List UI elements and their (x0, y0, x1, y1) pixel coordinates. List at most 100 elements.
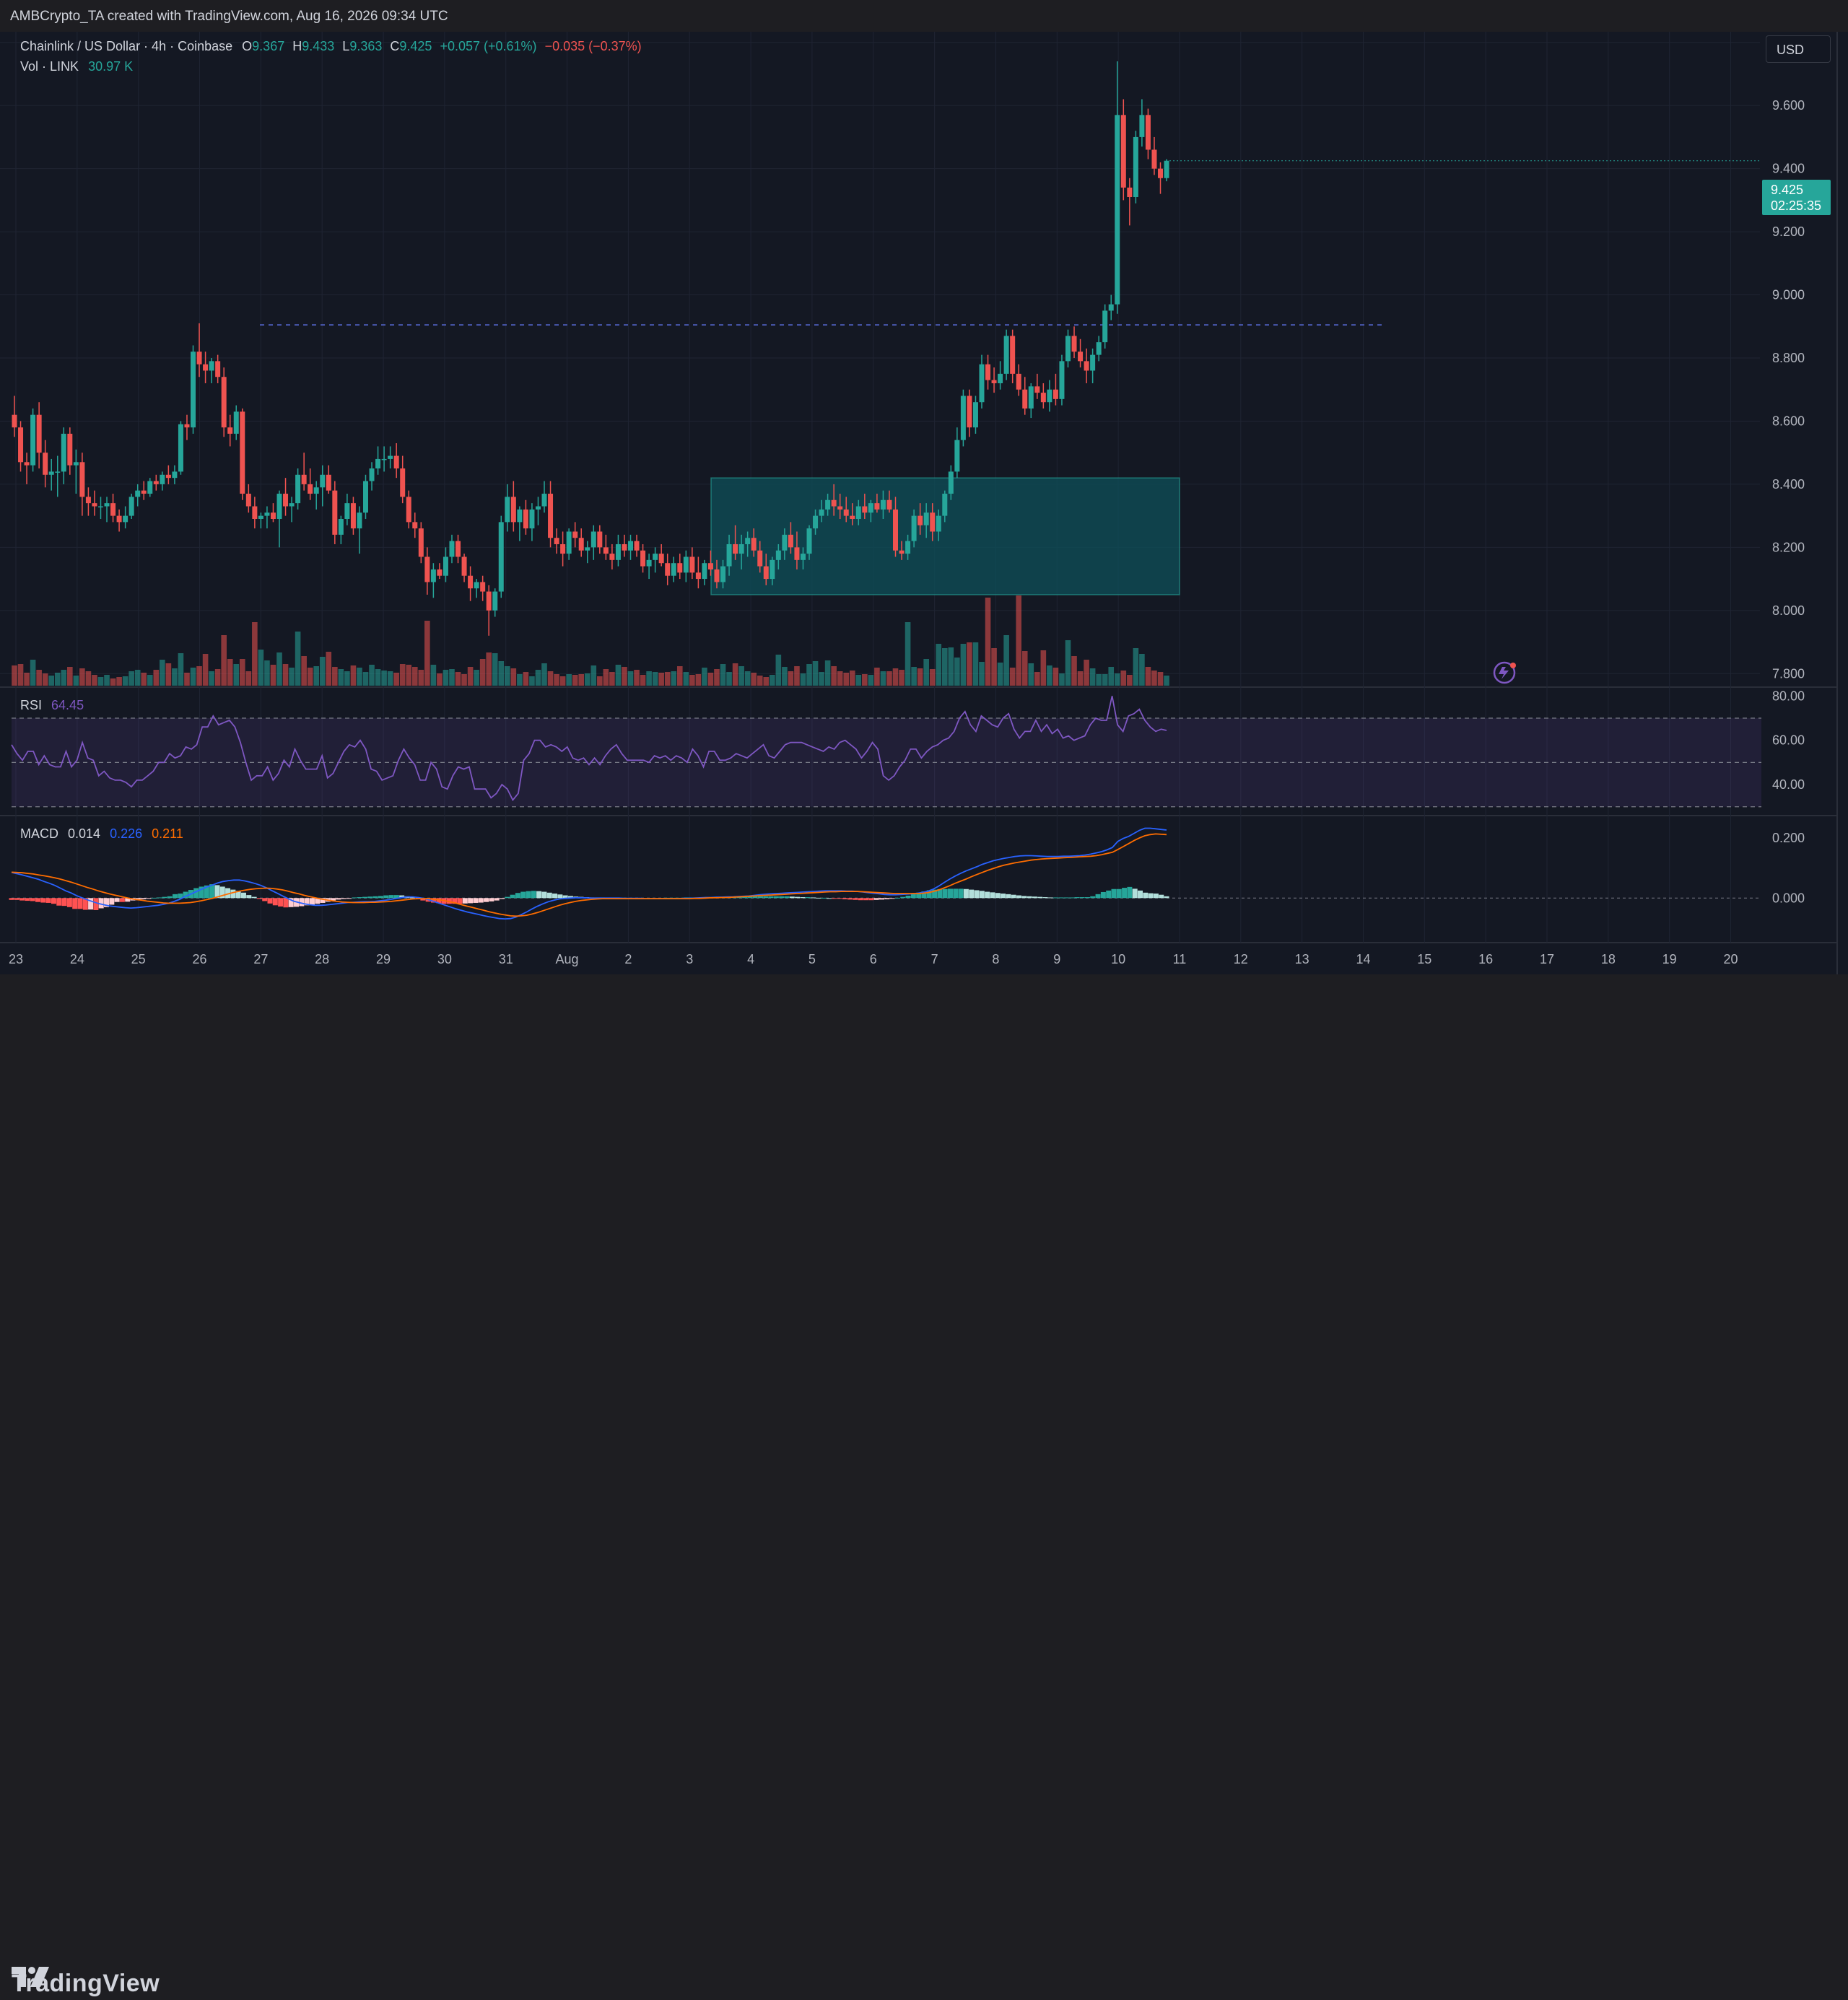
price-tick-label: 8.200 (1772, 540, 1805, 554)
macd-histogram-bar (214, 885, 220, 899)
candle-body (578, 538, 584, 551)
time-tick-label: 30 (437, 952, 452, 966)
volume-bar (1133, 648, 1139, 686)
volume-bar (104, 675, 110, 686)
macd-histogram-bar (926, 890, 932, 899)
volume-bar (30, 660, 36, 686)
candle-body (12, 414, 17, 428)
chart-svg[interactable]: 9.8009.6009.4009.2009.0008.8008.6008.400… (0, 32, 1848, 974)
candle-body (73, 462, 79, 466)
volume-bar (239, 659, 245, 686)
volume-bar (455, 672, 461, 686)
last-price-value: 9.425 (1771, 183, 1804, 197)
candle-body (868, 503, 873, 513)
volume-bar (664, 672, 671, 686)
macd-histogram-bar (763, 896, 769, 899)
candle-body (362, 481, 368, 513)
macd-label[interactable]: MACD (20, 826, 58, 841)
volume-bar (313, 666, 320, 686)
time-tick-label: Aug (556, 952, 579, 966)
candle-body (375, 458, 381, 469)
volume-bar (227, 659, 233, 686)
candle-body (695, 572, 701, 580)
rsi-tick-label: 80.00 (1772, 689, 1805, 703)
volume-bar (874, 668, 880, 686)
macd-histogram-bar (541, 891, 547, 899)
candle-body (357, 512, 362, 529)
candle-body (689, 556, 695, 573)
candle-body (24, 462, 30, 466)
macd-histogram-bar (1006, 894, 1011, 899)
volume-bar (338, 669, 344, 686)
replay-icon-dot (1510, 663, 1516, 668)
volume-bar (609, 672, 615, 686)
volume-bar (1151, 671, 1157, 686)
symbol-label[interactable]: Chainlink / US Dollar · 4h · Coinbase (20, 39, 233, 53)
volume-bar (134, 670, 141, 686)
volume-bar (350, 665, 357, 686)
candle-body (92, 503, 97, 507)
volume-bar (1059, 673, 1065, 686)
volume-bar (535, 670, 541, 686)
macd-histogram-bar (162, 896, 167, 899)
volume-bar (1016, 595, 1022, 686)
macd-histogram-bar (557, 894, 563, 899)
macd-histogram-bar (963, 888, 969, 899)
volume-bar (584, 673, 590, 686)
time-tick-label: 25 (131, 952, 146, 966)
macd-histogram-bar (779, 896, 785, 899)
macd-histogram-bar (135, 898, 141, 901)
time-tick-label: 31 (499, 952, 513, 966)
volume-bar (880, 671, 886, 686)
volume-bar (1047, 665, 1052, 686)
candle-body (313, 487, 319, 494)
macd-histogram-bar (1063, 897, 1069, 899)
currency-button[interactable]: USD (1766, 35, 1831, 63)
candle-body (252, 506, 258, 519)
time-tick-label: 29 (376, 952, 391, 966)
chart-area[interactable]: 9.8009.6009.4009.2009.0008.8008.6008.400… (0, 32, 1848, 974)
macd-histogram-bar (773, 896, 779, 899)
volume-bar (375, 669, 381, 686)
candle-body (1078, 351, 1084, 362)
volume-label[interactable]: Vol · LINK (20, 59, 79, 74)
macd-histogram-bar (230, 889, 236, 899)
macd-histogram-bar (462, 898, 468, 904)
volume-bar (578, 674, 585, 686)
volume-bar (899, 670, 905, 686)
macd-histogram-bar (1021, 896, 1027, 899)
candle-body (671, 563, 676, 576)
candle-body (1145, 115, 1151, 150)
rsi-label[interactable]: RSI (20, 698, 43, 712)
tradingview-logo[interactable]: TradingView (12, 1967, 160, 2000)
candle-body (1120, 115, 1126, 188)
macd-histogram-bar (1159, 894, 1164, 899)
candle-body (1133, 136, 1138, 197)
candle-body (1158, 168, 1164, 178)
candle-body (270, 512, 276, 519)
macd-histogram-bar (942, 888, 948, 899)
macd-histogram-bar (752, 896, 758, 899)
macd-histogram-bar (278, 898, 284, 907)
bar-countdown: 02:25:35 (1771, 198, 1822, 213)
macd-histogram-bar (567, 896, 573, 899)
volume-bar (770, 675, 775, 686)
macd-histogram-bar (225, 888, 231, 899)
close-label: C (390, 39, 400, 53)
candle-body (1065, 336, 1071, 362)
volume-bar (689, 675, 695, 686)
macd-histogram-bar (562, 895, 568, 899)
candle-body (831, 499, 837, 507)
volume-bar (116, 677, 122, 686)
open-label: O (242, 39, 253, 53)
candle-body (979, 364, 985, 403)
macd-histogram-bar (457, 898, 463, 904)
candle-body (1071, 336, 1077, 352)
candle-body (153, 481, 159, 484)
macd-histogram-bar (894, 897, 900, 899)
macd-signal-value: 0.226 (110, 826, 143, 841)
volume-bar (430, 665, 437, 686)
volume-bar (42, 673, 48, 686)
macd-histogram-bar (109, 898, 115, 905)
candle-body (751, 538, 757, 551)
